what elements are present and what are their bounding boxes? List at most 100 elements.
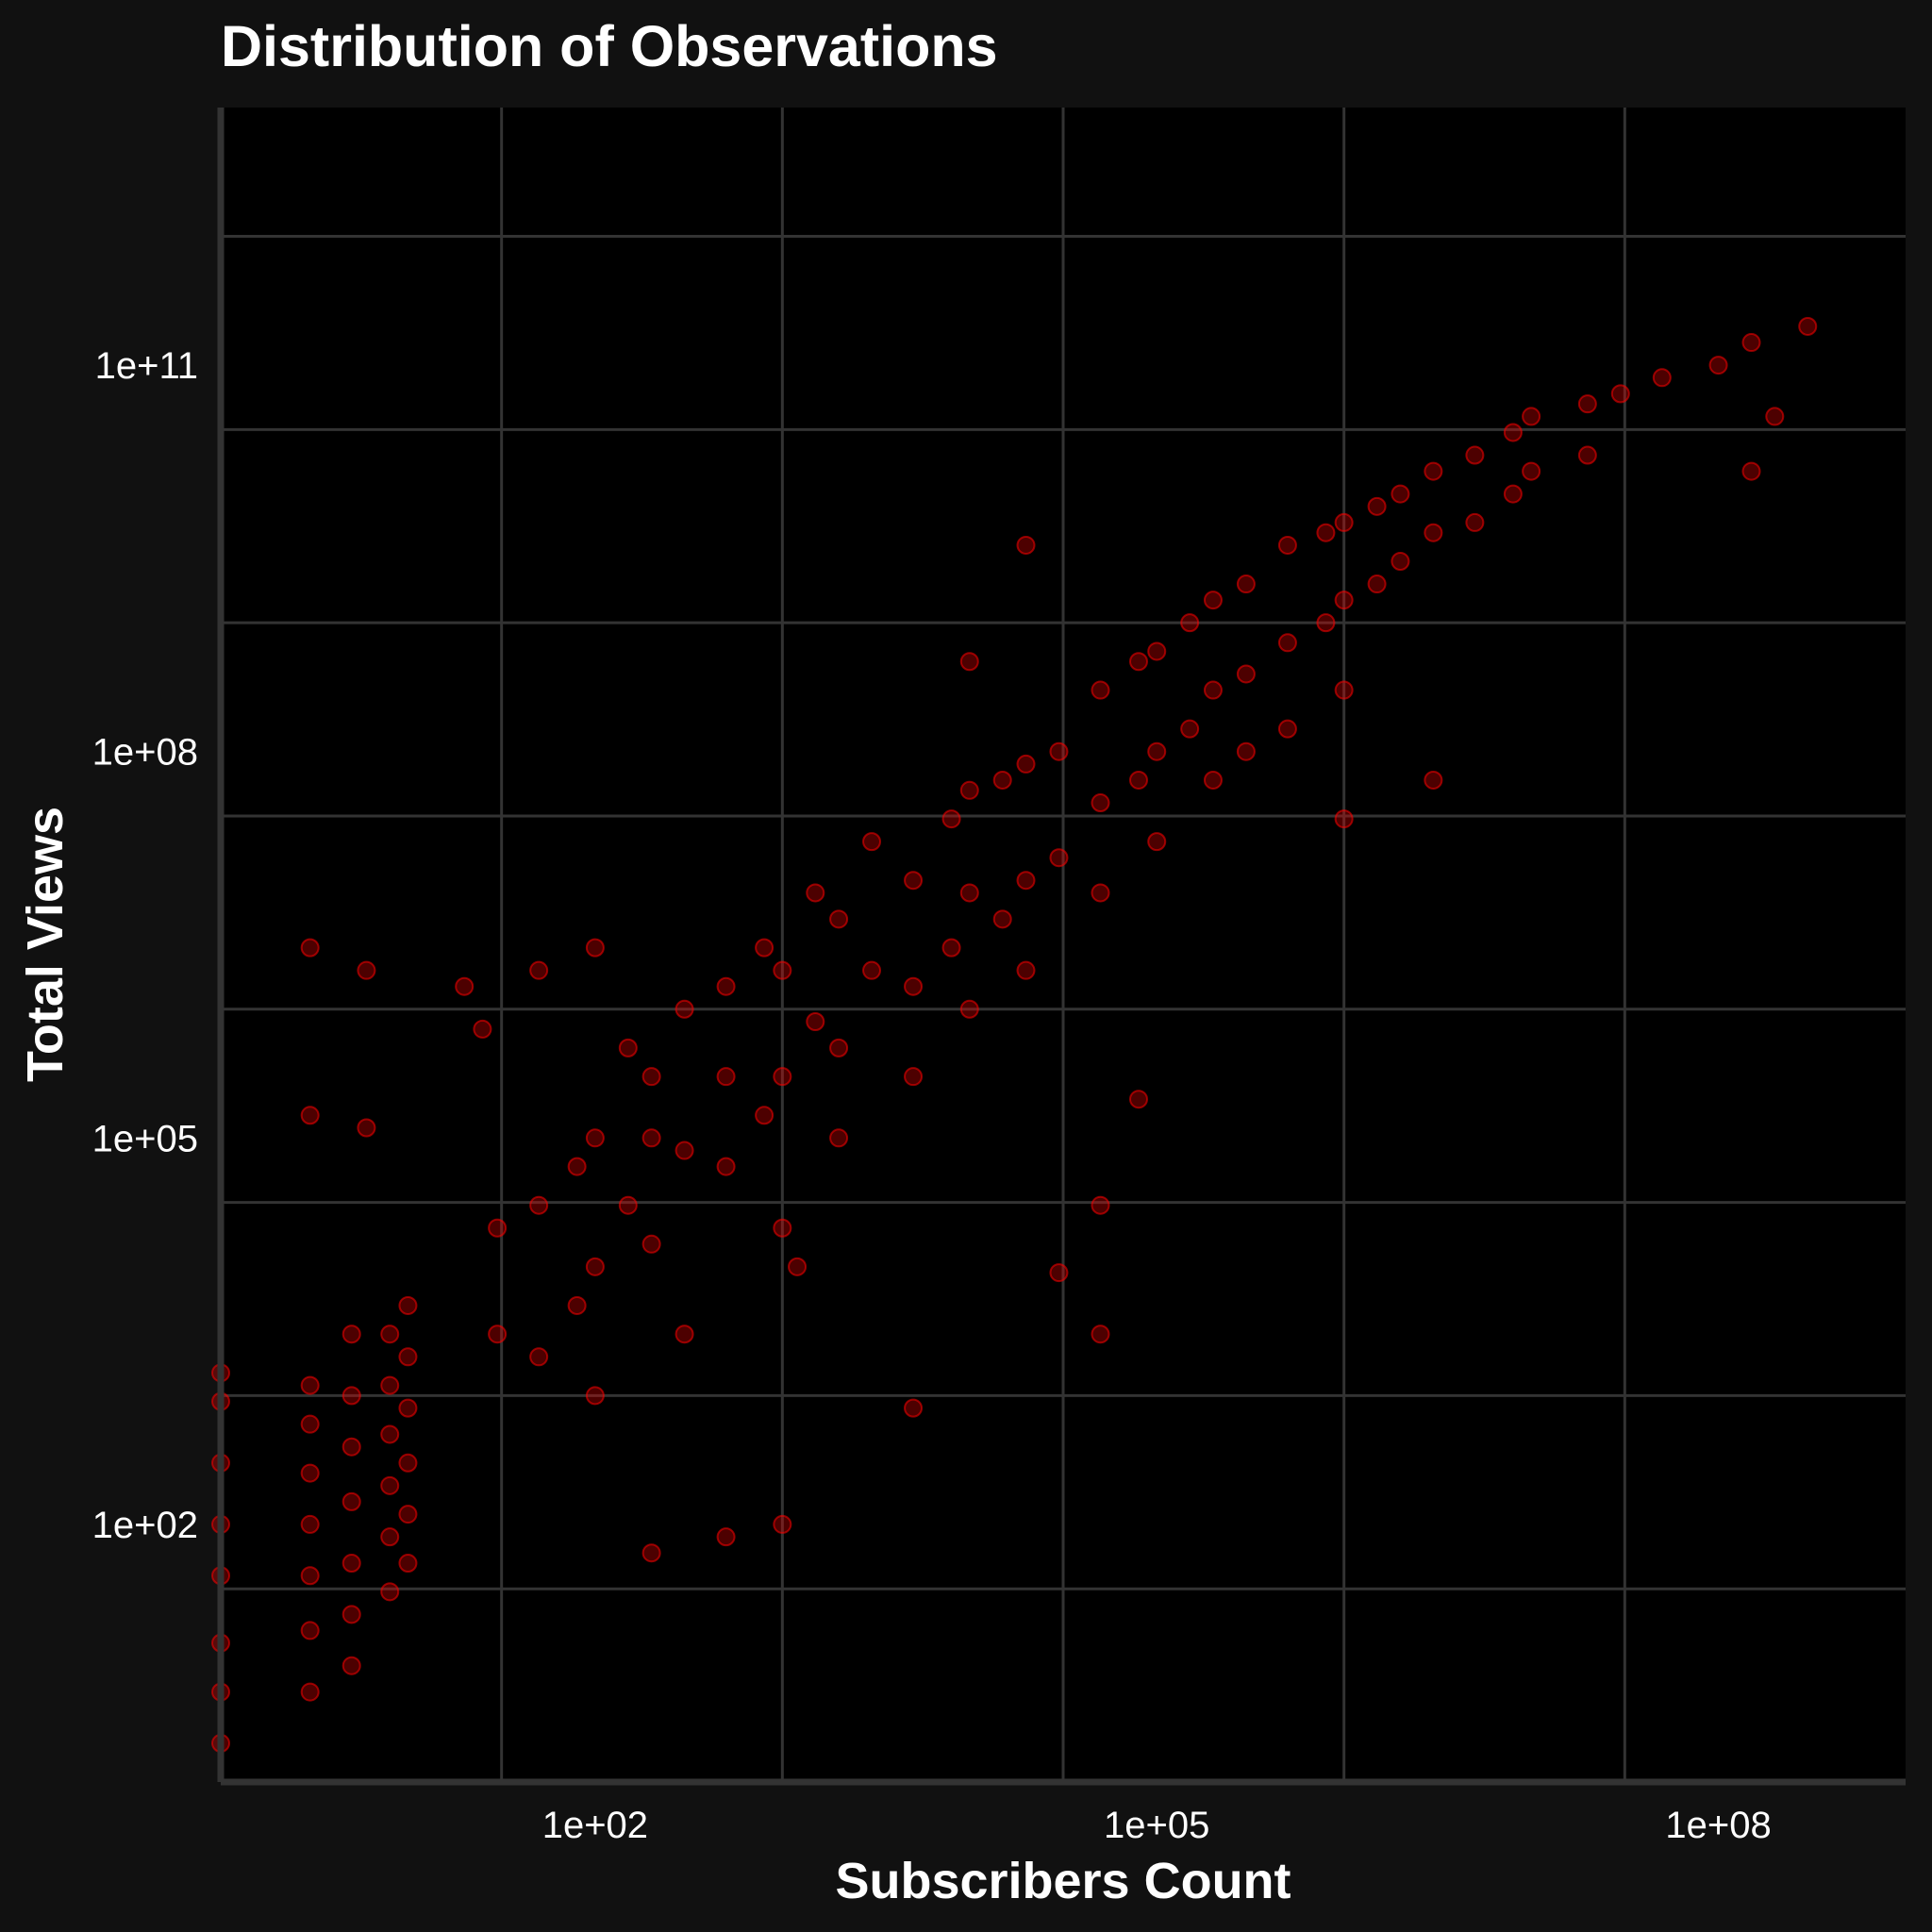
data-point bbox=[716, 1067, 736, 1087]
data-point bbox=[1465, 512, 1485, 532]
data-point bbox=[1503, 484, 1523, 504]
data-point bbox=[1367, 575, 1387, 594]
data-point bbox=[755, 1106, 774, 1125]
data-point bbox=[959, 652, 979, 672]
data-point bbox=[1334, 680, 1354, 700]
data-point bbox=[341, 1437, 361, 1457]
data-point bbox=[380, 1475, 400, 1495]
data-point bbox=[1049, 1263, 1069, 1283]
data-point bbox=[1203, 770, 1223, 790]
data-point bbox=[1503, 423, 1523, 442]
data-point bbox=[585, 938, 605, 958]
data-point bbox=[992, 909, 1012, 929]
data-point bbox=[941, 938, 961, 958]
data-point bbox=[1610, 384, 1630, 404]
data-point bbox=[829, 1038, 849, 1058]
y-tick-label: 1e+05 bbox=[92, 1118, 198, 1159]
data-point bbox=[1203, 680, 1223, 700]
axes bbox=[217, 108, 1906, 1786]
data-point bbox=[788, 1257, 808, 1276]
data-point bbox=[398, 1295, 418, 1315]
data-point bbox=[618, 1195, 638, 1215]
data-point bbox=[1091, 1195, 1110, 1215]
data-point bbox=[1708, 356, 1728, 375]
data-point bbox=[773, 1218, 792, 1238]
data-point bbox=[716, 1157, 736, 1176]
chart-title: Distribution of Observations bbox=[221, 14, 998, 78]
data-point bbox=[380, 1324, 400, 1344]
data-point bbox=[773, 1067, 792, 1087]
data-point bbox=[1049, 741, 1069, 761]
data-point bbox=[1391, 484, 1410, 504]
data-point bbox=[398, 1347, 418, 1367]
data-point bbox=[1091, 883, 1110, 903]
data-point bbox=[488, 1218, 508, 1238]
data-point bbox=[806, 883, 825, 903]
data-point bbox=[1091, 1324, 1110, 1344]
data-point bbox=[1391, 552, 1410, 572]
data-point bbox=[341, 1554, 361, 1574]
data-point bbox=[904, 976, 924, 996]
data-point bbox=[300, 1682, 320, 1702]
data-point bbox=[1522, 461, 1541, 481]
data-point bbox=[1147, 832, 1167, 852]
data-point bbox=[1236, 741, 1256, 761]
data-point bbox=[357, 1118, 376, 1138]
data-point bbox=[1652, 368, 1672, 388]
data-point bbox=[829, 909, 849, 929]
x-tick-labels: 1e+02 1e+05 1e+08 bbox=[542, 1805, 1772, 1846]
data-point bbox=[904, 871, 924, 891]
data-point bbox=[1016, 871, 1036, 891]
data-point bbox=[567, 1295, 587, 1315]
data-point bbox=[380, 1375, 400, 1395]
data-point bbox=[1277, 633, 1297, 653]
data-point bbox=[675, 1324, 694, 1344]
data-point bbox=[585, 1257, 605, 1276]
data-point bbox=[341, 1656, 361, 1675]
data-point bbox=[773, 1514, 792, 1534]
y-tick-label: 1e+11 bbox=[95, 345, 198, 387]
data-point bbox=[300, 1566, 320, 1586]
data-point bbox=[618, 1038, 638, 1058]
data-point bbox=[1016, 535, 1036, 555]
data-point bbox=[341, 1324, 361, 1344]
data-point bbox=[1765, 407, 1785, 426]
data-point bbox=[1424, 770, 1443, 790]
data-point bbox=[529, 1195, 549, 1215]
data-point bbox=[1128, 652, 1148, 672]
data-point bbox=[675, 999, 694, 1019]
y-tick-label: 1e+08 bbox=[92, 732, 198, 774]
data-point bbox=[341, 1491, 361, 1511]
data-point bbox=[488, 1324, 508, 1344]
data-point bbox=[904, 1067, 924, 1087]
data-point bbox=[959, 999, 979, 1019]
data-point bbox=[675, 1141, 694, 1160]
data-point bbox=[1236, 664, 1256, 684]
data-point bbox=[341, 1605, 361, 1624]
data-point bbox=[380, 1527, 400, 1547]
data-point bbox=[585, 1386, 605, 1406]
data-point bbox=[755, 938, 774, 958]
data-point bbox=[300, 1106, 320, 1125]
data-point bbox=[773, 960, 792, 980]
data-point bbox=[641, 1067, 661, 1087]
data-point bbox=[1334, 809, 1354, 829]
y-tick-labels: 1e+02 1e+05 1e+08 1e+11 bbox=[92, 345, 198, 1546]
data-point bbox=[529, 960, 549, 980]
data-point bbox=[398, 1453, 418, 1473]
data-point bbox=[1334, 591, 1354, 610]
data-point bbox=[1236, 575, 1256, 594]
data-point bbox=[1424, 461, 1443, 481]
y-tick-label: 1e+02 bbox=[92, 1505, 198, 1546]
data-point bbox=[641, 1234, 661, 1254]
x-axis-title: Subscribers Count bbox=[835, 1853, 1291, 1909]
data-point bbox=[829, 1128, 849, 1148]
data-point bbox=[473, 1019, 492, 1039]
data-point bbox=[300, 1375, 320, 1395]
data-point bbox=[455, 976, 475, 996]
data-point bbox=[862, 960, 882, 980]
data-point bbox=[862, 832, 882, 852]
data-point bbox=[1367, 496, 1387, 516]
